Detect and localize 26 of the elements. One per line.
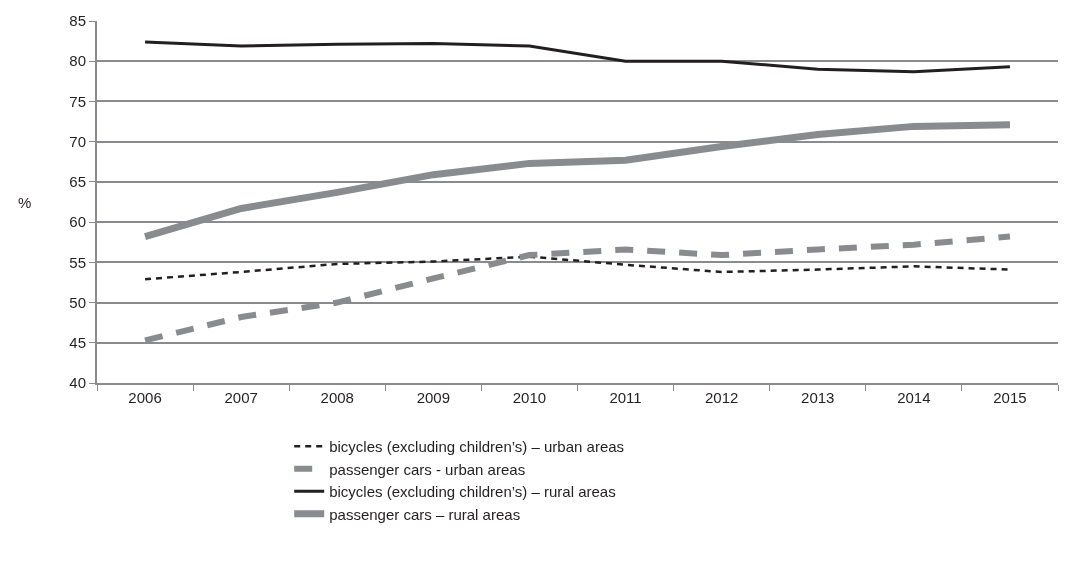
- y-tick-label: 40: [69, 374, 86, 392]
- x-tick-label: 2010: [512, 389, 547, 406]
- line-series: [143, 40, 1012, 74]
- x-tick-label: 2013: [801, 389, 835, 406]
- x-tick-label: 2014: [897, 389, 931, 406]
- legend-label: bicycles (excluding children’s) – rural areas: [329, 483, 616, 501]
- y-tick-label: 50: [69, 293, 86, 311]
- y-tick-label: 85: [69, 12, 86, 30]
- y-tick-label: 60: [69, 213, 86, 231]
- x-tick-label: 2008: [320, 389, 354, 406]
- y-tick-label: 75: [69, 92, 86, 110]
- legend-label: bicycles (excluding children’s) – urban areas: [329, 438, 625, 456]
- x-tick-label: 2012: [704, 389, 739, 406]
- x-tick-label: 2006: [128, 389, 162, 406]
- y-axis-title: %: [18, 194, 32, 211]
- y-tick-label: 45: [69, 334, 86, 352]
- x-tick-label: 2011: [609, 389, 642, 406]
- x-tick-label: 2007: [224, 389, 258, 406]
- y-tick-label: 70: [69, 132, 86, 150]
- y-tick-label: 65: [69, 173, 86, 191]
- legend-label: passenger cars - urban areas: [329, 460, 526, 478]
- y-tick-label: 55: [69, 253, 86, 271]
- x-tick-label: 2009: [416, 389, 451, 406]
- x-tick-label: 2015: [993, 389, 1027, 406]
- y-tick-label: 80: [69, 52, 86, 70]
- legend-label: passenger cars – rural areas: [329, 505, 521, 523]
